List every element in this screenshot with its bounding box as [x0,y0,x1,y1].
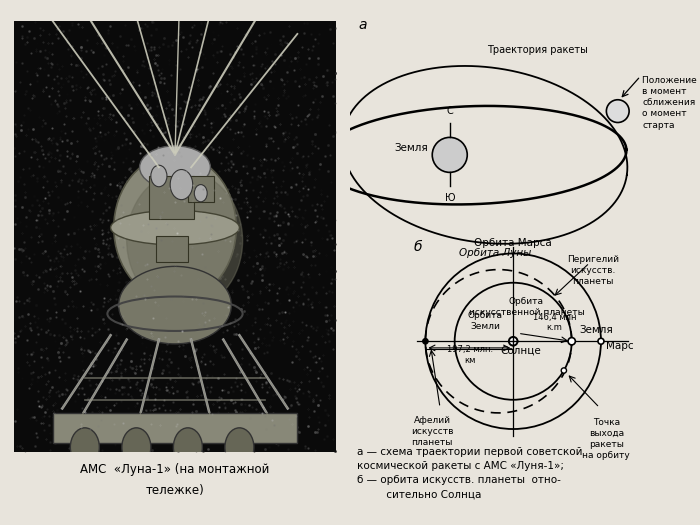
Circle shape [195,185,207,202]
Text: АМС  «Луна-1» (на монтажной: АМС «Луна-1» (на монтажной [80,464,270,476]
Circle shape [568,338,575,345]
Circle shape [606,100,629,122]
Bar [52,413,298,443]
Text: Ю: Ю [444,193,455,203]
Circle shape [225,428,254,467]
Circle shape [170,170,192,200]
Circle shape [561,368,566,373]
Text: а: а [358,18,368,32]
Circle shape [433,138,468,172]
Text: а — схема траектории первой советской
космической ракеты с АМС «Луня-1»;
б — орб: а — схема траектории первой советской ко… [357,447,583,499]
Text: б: б [414,240,422,255]
Text: Земля: Земля [580,326,613,335]
Text: Орбита Марса: Орбита Марса [475,238,552,248]
Ellipse shape [119,266,231,344]
Bar [149,176,195,219]
Text: тележке): тележке) [146,485,204,497]
Text: Марс: Марс [606,341,634,351]
Ellipse shape [127,172,243,309]
Bar [155,236,188,262]
Circle shape [598,338,604,344]
Bar [188,176,214,202]
Text: Точка
выхода
ракеты
на орбиту: Точка выхода ракеты на орбиту [582,418,630,460]
Text: Орбита
Земли: Орбита Земли [468,311,503,331]
Text: Орбита Луны: Орбита Луны [459,248,531,258]
Ellipse shape [111,211,239,245]
Text: Положение Луны
в момент
сближения
о момент
старта: Положение Луны в момент сближения о моме… [643,76,700,130]
Text: 146,4 млн
к.m: 146,4 млн к.m [533,312,576,332]
Circle shape [122,428,151,467]
Ellipse shape [139,146,211,189]
Text: Земля: Земля [394,143,428,153]
Text: Траектория ракеты: Траектория ракеты [486,45,588,55]
Circle shape [174,428,202,467]
Text: Орбита
искусственной планеты: Орбита искусственной планеты [468,297,584,317]
Text: Перигелий
искусств.
планеты: Перигелий искусств. планеты [567,255,619,286]
Text: С: С [447,107,453,117]
Text: Афелий
искусств
планеты: Афелий искусств планеты [411,416,454,447]
Circle shape [509,337,517,345]
Text: Солнце: Солнце [500,345,542,355]
Circle shape [70,428,99,467]
Ellipse shape [114,154,236,301]
Circle shape [423,339,428,344]
Text: 197,2 млн.
км: 197,2 млн. км [447,345,493,364]
Circle shape [151,165,167,187]
